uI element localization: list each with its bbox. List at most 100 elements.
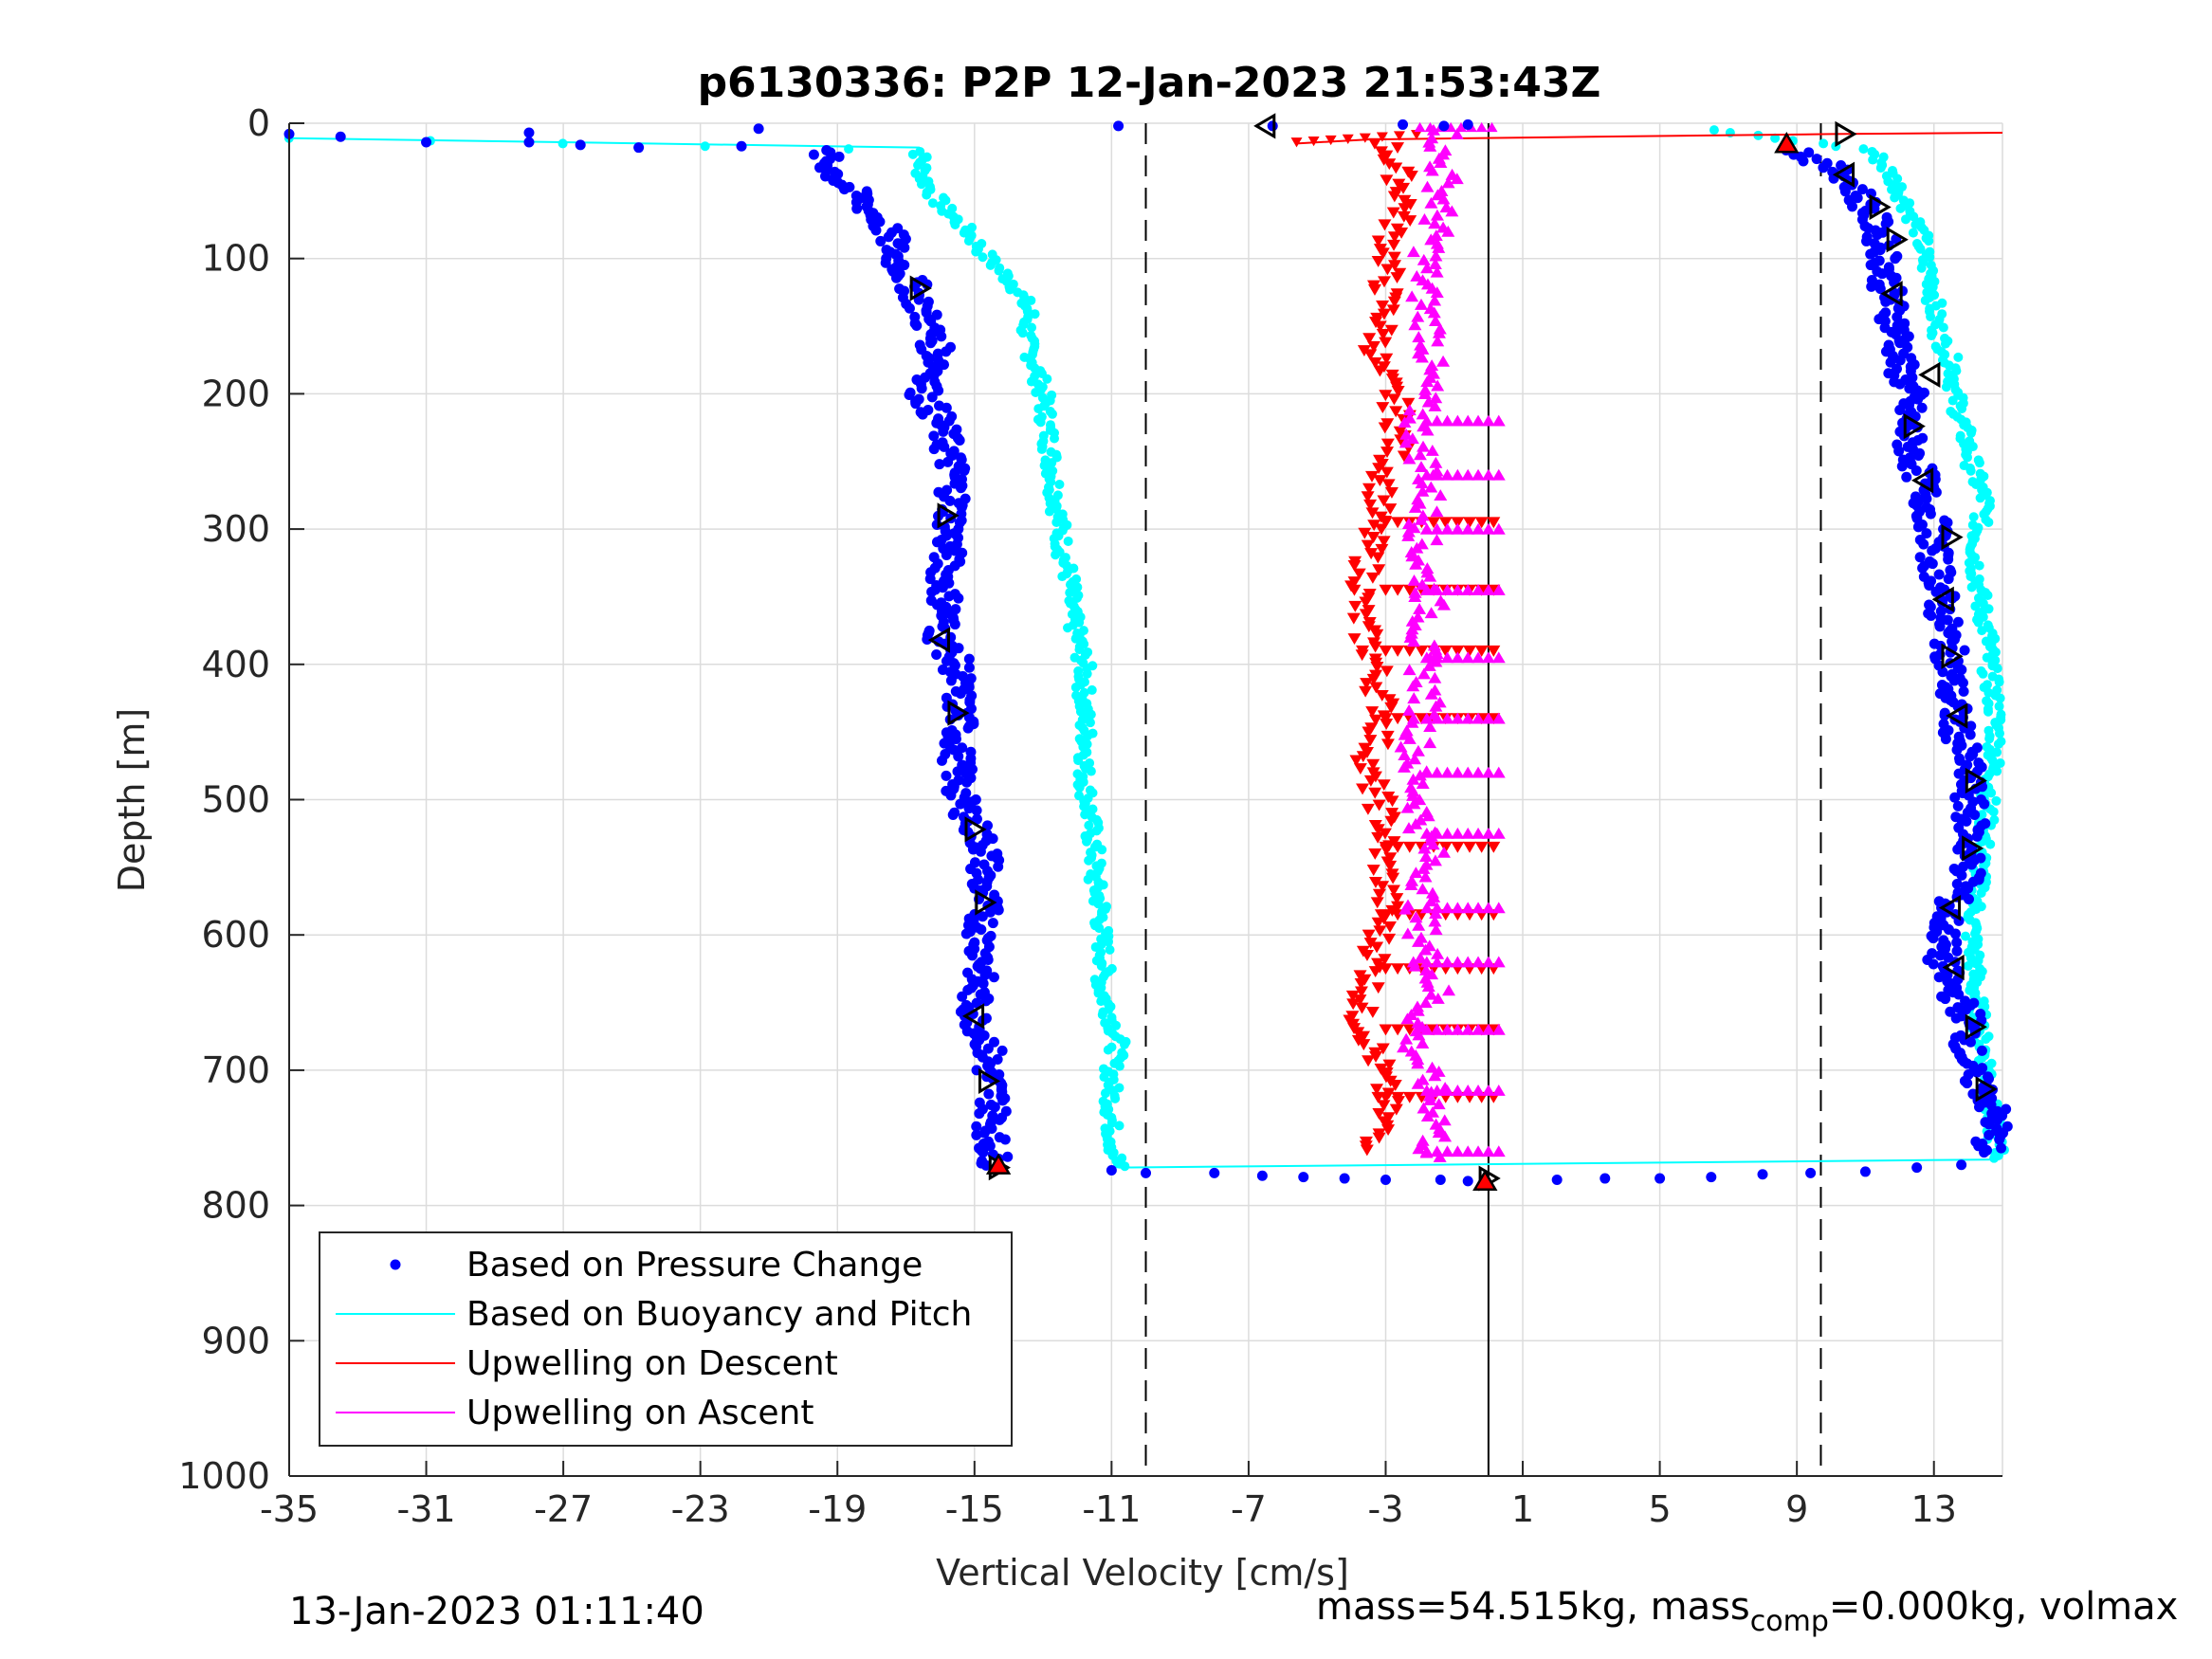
upwelling-ascent-point	[1407, 797, 1421, 810]
upwelling-descent-point	[1397, 182, 1411, 194]
buoyancy-descent-point	[1065, 588, 1075, 598]
footer-timestamp: 13-Jan-2023 01:11:40	[289, 1590, 704, 1633]
upwelling-ascent-point	[1412, 1029, 1426, 1041]
legend-label: Based on Buoyancy and Pitch	[466, 1295, 972, 1334]
buoyancy-ascent-point	[1819, 138, 1829, 149]
pressure-descent-point	[943, 591, 955, 602]
upwelling-descent-point	[1362, 1055, 1376, 1067]
upwelling-descent-point	[1390, 272, 1404, 283]
pressure-extra-point	[1551, 1174, 1563, 1185]
upwelling-descent-point	[1373, 365, 1387, 377]
black-triangle-marker	[1965, 767, 1987, 794]
pressure-ascent-point	[1894, 355, 1906, 366]
buoyancy-descent-point	[1083, 731, 1093, 741]
x-tick-label: 9	[1785, 1488, 1808, 1530]
pressure-extra-point	[1706, 1172, 1717, 1183]
buoyancy-descent-point	[1086, 766, 1096, 776]
pressure-ascent-point	[1965, 1036, 1976, 1048]
upwelling-ascent-point	[1451, 902, 1465, 914]
pressure-extra-point	[1911, 1162, 1923, 1174]
pressure-descent-point	[838, 184, 850, 195]
buoyancy-descent-point	[1084, 855, 1094, 866]
upwelling-ascent-point	[1408, 319, 1422, 331]
pressure-descent-point	[977, 911, 988, 922]
upwelling-ascent-point	[1398, 902, 1413, 915]
upwelling-descent-point	[1383, 503, 1398, 515]
upwelling-ascent-point	[1405, 716, 1419, 728]
upwelling-ascent-point	[1440, 651, 1454, 664]
pressure-ascent-point	[1890, 253, 1901, 264]
pressure-descent-point	[947, 809, 959, 820]
mass-rest-text: =0.000kg, volmax	[1828, 1585, 2179, 1629]
upwelling-ascent-point	[1417, 862, 1431, 874]
upwelling-descent-point	[1380, 353, 1394, 365]
pressure-descent-point	[924, 574, 936, 585]
pressure-ascent-point	[1940, 994, 1951, 1005]
pressure-descent-point	[883, 231, 894, 243]
upwelling-ascent-point	[1440, 468, 1454, 481]
upwelling-descent-point	[1376, 132, 1388, 142]
upwelling-ascent-point	[1461, 522, 1475, 535]
upwelling-ascent-point	[1491, 902, 1506, 914]
pressure-descent-point	[971, 997, 982, 1009]
buoyancy-ascent-point	[1983, 706, 1993, 717]
upwelling-ascent-point	[1451, 651, 1465, 664]
black-triangle-marker	[1880, 281, 1903, 307]
buoyancy-descent-point	[913, 160, 923, 171]
upwelling-descent-point	[1395, 227, 1409, 239]
upwelling-ascent-point	[1475, 121, 1488, 133]
y-tick-label: 800	[201, 1185, 270, 1227]
pressure-descent-point	[945, 790, 957, 801]
upwelling-descent-point	[1387, 393, 1401, 406]
buoyancy-descent-point	[1050, 433, 1060, 444]
upwelling-ascent-point	[1402, 704, 1417, 716]
upwelling-ascent-point	[1430, 766, 1444, 778]
pressure-ascent-point	[1951, 937, 1963, 948]
x-tick-label: -31	[397, 1488, 456, 1530]
pressure-descent-point	[961, 776, 973, 788]
x-tick-label: -35	[260, 1488, 319, 1530]
pressure-ascent-point	[1885, 356, 1896, 368]
pressure-ascent-point	[1933, 569, 1945, 580]
upwelling-ascent-point	[1416, 777, 1430, 789]
upwelling-ascent-point	[1461, 766, 1475, 778]
upwelling-ascent-point	[1440, 1145, 1454, 1158]
triangle-markers	[909, 113, 1998, 1192]
pressure-descent-point	[899, 242, 910, 253]
upwelling-ascent-point	[1414, 952, 1428, 964]
buoyancy-descent-point	[1080, 810, 1090, 820]
upwelling-descent-point	[1380, 718, 1394, 730]
upwelling-descent-point	[1438, 517, 1453, 529]
buoyancy-descent-point	[1110, 1093, 1121, 1103]
upwelling-ascent-point	[1426, 838, 1440, 850]
upwelling-descent-point	[1391, 645, 1405, 657]
buoyancy-ascent-point	[1975, 493, 1985, 503]
pressure-descent-point	[987, 918, 998, 929]
upwelling-descent-point	[1379, 517, 1393, 529]
buoyancy-descent-point	[700, 141, 710, 152]
pressure-extra-point	[1654, 1173, 1666, 1184]
upwelling-descent-point	[1363, 735, 1378, 747]
pressure-ascent-point	[1894, 378, 1906, 390]
pressure-extra-point	[1398, 118, 1409, 130]
upwelling-ascent-point	[1481, 414, 1495, 427]
upwelling-ascent-point	[1425, 164, 1439, 176]
pressure-extra-point	[1462, 118, 1473, 130]
upwelling-ascent-point	[1428, 854, 1442, 866]
pressure-ascent-point	[1880, 218, 1892, 229]
pressure-descent-point	[957, 742, 968, 754]
x-tick-label: 5	[1649, 1488, 1672, 1530]
pressure-ascent-point	[1880, 296, 1892, 307]
upwelling-descent-point	[1354, 977, 1368, 990]
upwelling-ascent-point	[1405, 550, 1419, 562]
pressure-extra-point	[1462, 1176, 1473, 1187]
pressure-descent-point	[942, 456, 954, 467]
buoyancy-descent-point	[1071, 592, 1082, 603]
pressure-descent-point	[978, 978, 989, 990]
buoyancy-descent-point	[1083, 874, 1093, 884]
upwelling-ascent-point	[1432, 1098, 1446, 1110]
pressure-ascent-point	[1961, 815, 1972, 827]
x-tick-label: -23	[671, 1488, 730, 1530]
pressure-descent-point	[971, 805, 982, 816]
black-triangle-marker	[947, 700, 970, 726]
